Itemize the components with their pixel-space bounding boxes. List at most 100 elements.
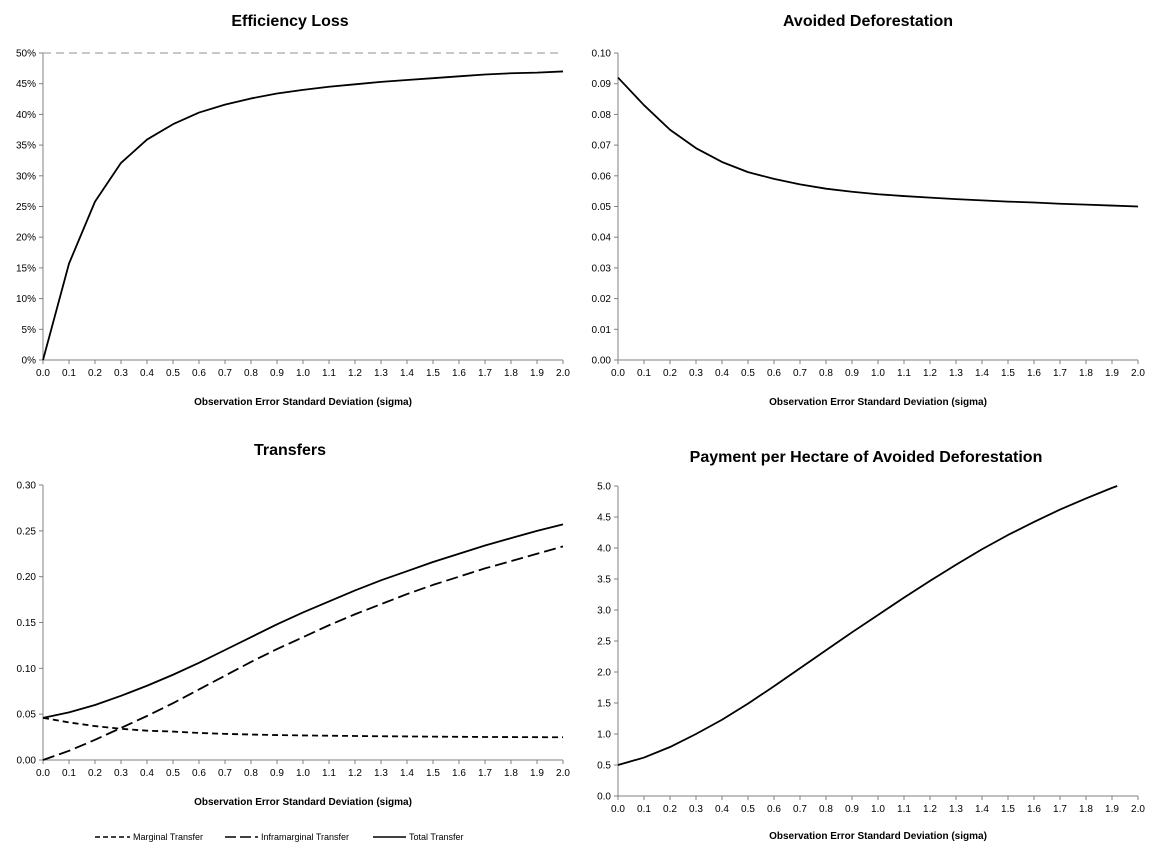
- x-tick-label: 0.7: [218, 368, 232, 379]
- x-axis-label: Observation Error Standard Deviation (si…: [194, 797, 412, 808]
- x-tick-label: 0.4: [140, 368, 154, 379]
- x-tick-label: 1.0: [296, 368, 310, 379]
- x-tick-label: 1.9: [530, 368, 544, 379]
- x-tick-label: 1.7: [478, 768, 492, 779]
- x-tick-label: 1.0: [871, 804, 885, 815]
- series-line-0: [617, 485, 1118, 766]
- x-tick-label: 1.9: [1105, 804, 1119, 815]
- y-tick-label: 3.0: [597, 606, 611, 617]
- x-tick-label: 0.0: [611, 368, 625, 379]
- x-tick-label: 0.2: [88, 768, 102, 779]
- x-tick-label: 0.6: [192, 368, 206, 379]
- x-tick-label: 0.9: [845, 804, 859, 815]
- x-tick-label: 0.3: [114, 768, 128, 779]
- x-tick-label: 1.4: [975, 368, 989, 379]
- x-tick-label: 1.0: [296, 768, 310, 779]
- x-tick-label: 0.4: [140, 768, 154, 779]
- x-tick-label: 0.8: [244, 768, 258, 779]
- x-tick-label: 1.1: [322, 768, 336, 779]
- x-tick-label: 0.2: [663, 804, 677, 815]
- x-tick-label: 0.1: [62, 768, 76, 779]
- y-tick-label: 0%: [22, 356, 37, 367]
- axes: 0.0 0.5 1.0 1.5 2.0 2.5 3.0 3.5 4.0 4.5 5.0 0.0 0.1 0…: [597, 482, 1145, 816]
- x-tick-label: 0.9: [270, 768, 284, 779]
- x-tick-label: 0.2: [663, 368, 677, 379]
- y-tick-label: 45%: [16, 79, 36, 90]
- x-tick-label: 1.3: [374, 768, 388, 779]
- y-tick-label: 4.0: [597, 544, 611, 555]
- x-tick-label: 1.8: [1079, 368, 1093, 379]
- x-tick-label: 0.7: [793, 804, 807, 815]
- x-tick-label: 1.7: [1053, 804, 1067, 815]
- y-tick-label: 0.06: [592, 171, 612, 182]
- y-tick-label: 3.5: [597, 575, 611, 586]
- chart-efficiency-loss: Efficiency Loss Observation Error Standa…: [16, 13, 570, 408]
- x-tick-label: 1.6: [1027, 368, 1041, 379]
- x-tick-label: 1.8: [504, 368, 518, 379]
- y-tick-label: 35%: [16, 141, 36, 152]
- x-tick-label: 2.0: [1131, 368, 1145, 379]
- x-axis-label: Observation Error Standard Deviation (si…: [769, 831, 987, 842]
- x-tick-label: 1.1: [897, 804, 911, 815]
- x-tick-label: 1.5: [1001, 804, 1015, 815]
- x-tick-label: 0.0: [36, 768, 50, 779]
- x-axis-label: Observation Error Standard Deviation (si…: [194, 397, 412, 408]
- legend-label-total: Total Transfer: [409, 832, 464, 842]
- y-tick-label: 0.30: [17, 481, 37, 492]
- x-tick-label: 0.9: [270, 368, 284, 379]
- x-tick-label: 0.0: [36, 368, 50, 379]
- chart-avoided-deforestation: Avoided Deforestation Observation Error …: [592, 13, 1146, 408]
- x-tick-label: 2.0: [556, 368, 570, 379]
- x-tick-label: 2.0: [556, 768, 570, 779]
- y-tick-label: 50%: [16, 49, 36, 60]
- y-tick-label: 0.03: [592, 263, 612, 274]
- axes: 0% 5% 10% 15% 20% 25% 30% 35% 40% 45% 50% 0.0 0.1 0.2…: [16, 49, 570, 380]
- x-tick-label: 0.8: [819, 368, 833, 379]
- chart-title: Avoided Deforestation: [783, 13, 953, 30]
- x-tick-label: 0.7: [793, 368, 807, 379]
- x-tick-label: 1.5: [426, 368, 440, 379]
- x-tick-label: 0.7: [218, 768, 232, 779]
- x-tick-label: 0.6: [767, 804, 781, 815]
- x-tick-label: 1.8: [504, 768, 518, 779]
- x-tick-label: 0.8: [819, 804, 833, 815]
- x-axis-label: Observation Error Standard Deviation (si…: [769, 397, 987, 408]
- chart-title: Efficiency Loss: [231, 13, 348, 30]
- y-tick-label: 0.00: [17, 756, 37, 767]
- x-tick-label: 0.4: [715, 804, 729, 815]
- y-tick-label: 0.0: [597, 792, 611, 803]
- x-tick-label: 1.4: [975, 804, 989, 815]
- x-tick-label: 0.1: [637, 804, 651, 815]
- x-tick-label: 1.2: [923, 804, 937, 815]
- x-tick-label: 1.1: [897, 368, 911, 379]
- legend-label-marginal: Marginal Transfer: [133, 832, 203, 842]
- y-tick-label: 5.0: [597, 482, 611, 493]
- x-tick-label: 0.1: [637, 368, 651, 379]
- y-tick-label: 40%: [16, 110, 36, 121]
- y-tick-label: 0.00: [592, 356, 612, 367]
- chart-title: Transfers: [254, 442, 326, 459]
- y-tick-label: 0.25: [17, 526, 37, 537]
- x-tick-label: 0.3: [689, 368, 703, 379]
- axes: 0.00 0.05 0.10 0.15 0.20 0.25 0.30 0.0 0.1 0.2 0.3…: [17, 481, 571, 780]
- x-tick-label: 0.0: [611, 804, 625, 815]
- x-tick-label: 0.2: [88, 368, 102, 379]
- series-line-inframarginal-transfer: [42, 545, 564, 761]
- x-tick-label: 0.6: [192, 768, 206, 779]
- x-tick-label: 0.5: [741, 368, 755, 379]
- x-tick-label: 1.9: [530, 768, 544, 779]
- x-tick-label: 1.4: [400, 368, 414, 379]
- x-tick-label: 1.0: [871, 368, 885, 379]
- x-tick-label: 1.2: [923, 368, 937, 379]
- x-tick-label: 0.9: [845, 368, 859, 379]
- y-tick-label: 0.04: [592, 233, 612, 244]
- y-tick-label: 25%: [16, 202, 36, 213]
- y-tick-label: 0.05: [17, 710, 37, 721]
- legend: Marginal Transfer Inframarginal Transfer…: [95, 832, 464, 842]
- y-tick-label: 0.10: [592, 49, 612, 60]
- y-tick-label: 0.20: [17, 572, 37, 583]
- x-tick-label: 1.2: [348, 368, 362, 379]
- y-tick-label: 5%: [22, 325, 37, 336]
- x-tick-label: 1.8: [1079, 804, 1093, 815]
- x-tick-label: 0.4: [715, 368, 729, 379]
